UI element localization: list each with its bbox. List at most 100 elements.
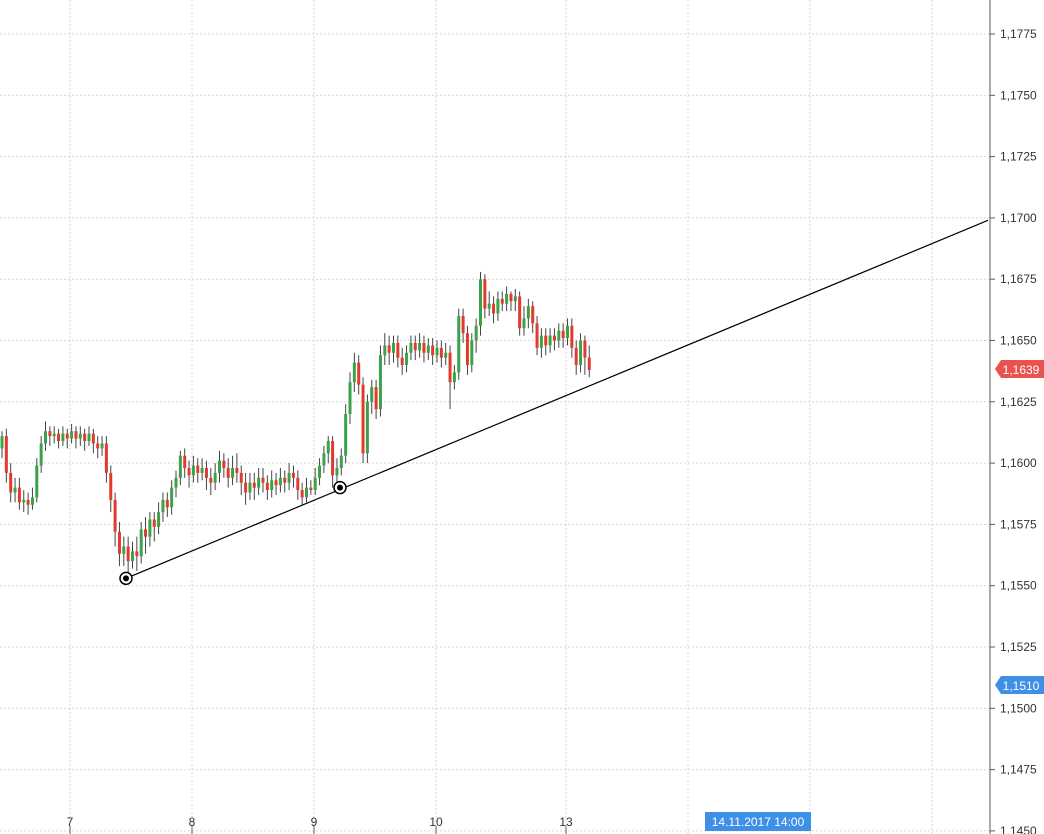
candle xyxy=(22,490,26,513)
candle-body xyxy=(496,298,500,314)
candle xyxy=(191,455,195,483)
candle xyxy=(174,470,178,498)
candle xyxy=(409,335,413,361)
candle-body xyxy=(413,342,417,351)
candle xyxy=(213,463,217,491)
x-tick-label: 8 xyxy=(189,815,196,829)
candle-body xyxy=(44,431,47,444)
candle-body xyxy=(318,465,322,478)
candle xyxy=(170,480,174,515)
candle xyxy=(235,453,239,483)
candle-body xyxy=(239,472,243,483)
candle xyxy=(387,335,391,366)
candle xyxy=(157,502,161,535)
candle-body xyxy=(348,382,352,415)
candle-body xyxy=(270,480,274,491)
price-axis[interactable]: 1,1775 1,1750 1,1725 1,1700 1,1675 1,1650 1,16… xyxy=(989,0,1044,834)
candle-body xyxy=(265,482,269,491)
candle xyxy=(187,460,191,488)
candle xyxy=(487,291,491,316)
candle xyxy=(122,536,126,567)
candle-body xyxy=(252,482,256,488)
candle-body xyxy=(39,443,43,466)
candle xyxy=(583,335,587,375)
candle-body xyxy=(570,325,574,348)
candle xyxy=(13,477,17,503)
candle xyxy=(313,468,317,495)
candle xyxy=(44,421,47,451)
candle-body xyxy=(204,468,208,478)
y-tick-label: 1,1625 xyxy=(1000,395,1037,409)
candle-body xyxy=(139,529,143,557)
candle xyxy=(131,541,134,569)
candle xyxy=(426,338,430,361)
candle xyxy=(87,426,91,446)
candle-body xyxy=(278,477,282,486)
candle-body xyxy=(61,433,65,442)
candle-body xyxy=(48,431,52,437)
candle-body xyxy=(70,431,74,439)
candle xyxy=(457,308,461,380)
candle xyxy=(305,477,308,503)
y-tick-label: 1,1725 xyxy=(1000,150,1037,164)
candle xyxy=(474,318,478,353)
candle xyxy=(483,274,487,319)
candle xyxy=(561,323,565,348)
candle-body xyxy=(461,315,465,334)
candle-body xyxy=(209,477,213,483)
candle-body xyxy=(405,352,409,366)
grid xyxy=(0,0,990,834)
candle-body xyxy=(283,477,287,483)
candle-body xyxy=(487,303,491,309)
trendline[interactable] xyxy=(125,219,989,579)
cursor-time-tag: 14.11.2017 14:00 xyxy=(705,812,811,831)
price-axis-ticks: 1,1775 1,1750 1,1725 1,1700 1,1675 1,1650 1,16… xyxy=(990,27,1037,834)
trendline-anchor-end[interactable] xyxy=(333,480,347,495)
candle xyxy=(535,315,539,356)
candle xyxy=(74,426,78,449)
time-axis: 7 8 9 10 13 xyxy=(67,815,573,834)
candle-body xyxy=(344,414,348,456)
candle-body xyxy=(200,468,204,473)
candle xyxy=(579,333,583,373)
candle-body xyxy=(513,296,517,302)
candle xyxy=(17,477,21,510)
trendline-anchor-start[interactable] xyxy=(119,571,133,586)
x-tick-label: 7 xyxy=(67,815,74,829)
candle xyxy=(339,448,343,476)
candle-body xyxy=(400,357,404,366)
candle xyxy=(365,394,369,464)
candle xyxy=(96,436,100,459)
candle-body xyxy=(448,352,452,383)
candle xyxy=(378,345,382,417)
candle-body xyxy=(96,443,100,449)
candle-body xyxy=(552,335,556,341)
candle-body xyxy=(352,362,356,383)
candle-body xyxy=(374,387,378,410)
y-tick-label: 1,1775 xyxy=(1000,27,1037,41)
current-price-tag: 1,1639 xyxy=(995,360,1044,378)
candle-body xyxy=(322,453,326,466)
y-tick-label: 1,1475 xyxy=(1000,763,1037,777)
candle-body xyxy=(409,342,413,353)
candle-body xyxy=(544,335,548,346)
candle xyxy=(39,436,43,473)
candle xyxy=(374,379,378,419)
candle xyxy=(361,377,365,464)
candle-body xyxy=(561,330,565,339)
candle-body xyxy=(65,433,69,439)
candle-body xyxy=(500,298,504,304)
candle xyxy=(526,298,530,329)
candle-body xyxy=(52,433,56,437)
candle-body xyxy=(191,465,195,476)
candle-body xyxy=(122,546,126,554)
candle xyxy=(413,335,417,361)
x-tick-label: 10 xyxy=(429,815,443,829)
candle xyxy=(370,379,374,415)
candle xyxy=(200,458,204,481)
y-tick-label: 1,1650 xyxy=(1000,334,1037,348)
candle-body xyxy=(91,433,95,444)
candle xyxy=(126,536,130,574)
